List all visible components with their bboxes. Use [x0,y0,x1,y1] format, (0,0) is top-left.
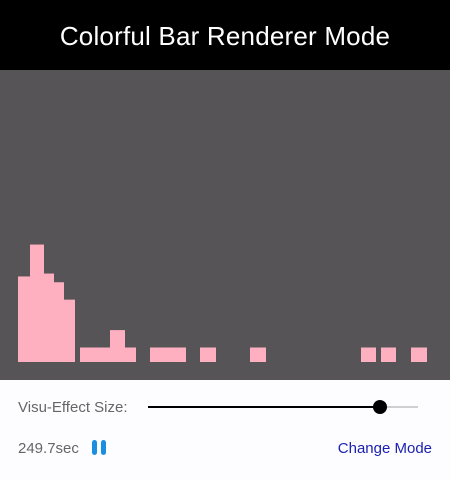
visualizer-canvas [0,70,450,380]
effect-size-slider[interactable] [148,397,418,417]
change-mode-button[interactable]: Change Mode [337,440,432,457]
slider-fill [148,406,381,408]
spectrum-bar [411,347,427,362]
spectrum-bar [54,282,64,362]
spectrum-bar [125,347,136,362]
spectrum-bar [80,347,110,362]
title-bar: Colorful Bar Renderer Mode [0,0,450,70]
elapsed-time: 249.7sec [18,440,79,457]
spectrum-bar [18,276,30,362]
pause-icon[interactable] [91,438,109,458]
spectrum-bar [110,330,125,362]
effect-size-label: Visu-Effect Size: [18,399,128,416]
controls-panel: Visu-Effect Size: 249.7sec Change Mode [0,380,450,480]
spectrum-bar [30,244,44,362]
spectrum-bar [150,347,186,362]
pause-bar-left [92,440,97,455]
visualizer-svg [18,244,427,362]
pause-bar-right [101,440,106,455]
spectrum-bar [361,347,376,362]
app-title: Colorful Bar Renderer Mode [59,20,391,51]
spectrum-bar [381,347,396,362]
spectrum-bar [250,347,266,362]
spectrum-bar [200,347,216,362]
slider-thumb[interactable] [373,400,388,414]
spectrum-bar [64,299,75,362]
spectrum-bar [44,273,54,362]
